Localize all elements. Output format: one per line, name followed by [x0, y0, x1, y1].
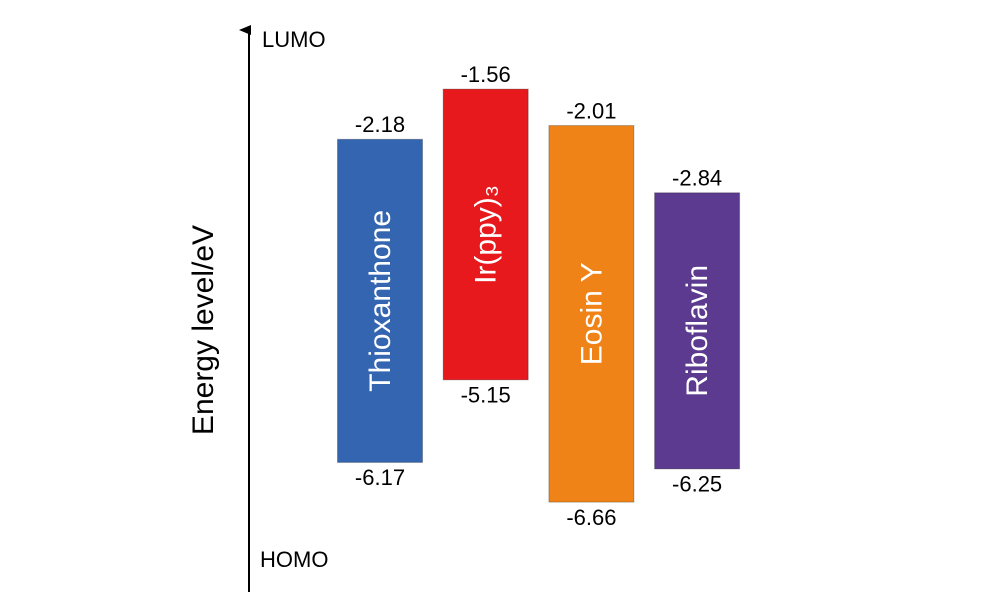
homo-value-label: -6.66	[566, 505, 616, 530]
energy-bar	[654, 192, 741, 470]
lumo-value-label: -2.84	[672, 166, 722, 191]
lumo-value-label: -2.18	[355, 112, 405, 137]
category-label: Eosin Y	[575, 262, 608, 365]
energy-bar	[442, 88, 529, 381]
lumo-value-label: -1.56	[461, 62, 511, 87]
homo-value-label: -5.15	[461, 383, 511, 408]
lumo-label: LUMO	[262, 27, 326, 52]
energy-bar	[548, 125, 635, 503]
homo-label: HOMO	[260, 547, 328, 572]
homo-value-label: -6.25	[672, 472, 722, 497]
category-label: Ir(ppy)₃	[470, 185, 503, 284]
category-label: Riboflavin	[681, 265, 714, 397]
homo-value-label: -6.17	[355, 465, 405, 490]
energy-bar	[337, 138, 423, 463]
lumo-value-label: -2.01	[566, 98, 616, 123]
y-axis-label: Energy level/eV	[187, 225, 220, 435]
category-label: Thioxanthone	[364, 210, 397, 392]
